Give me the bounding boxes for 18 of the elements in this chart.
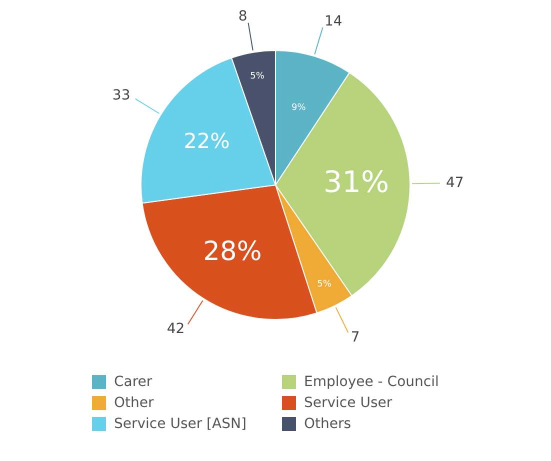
legend-label: Other: [114, 394, 154, 410]
data-label: 33: [112, 87, 130, 104]
text: 9%: [292, 103, 306, 114]
text: 28%: [203, 236, 262, 268]
text: 22%: [184, 129, 230, 154]
data-label: 42: [166, 320, 185, 337]
data-label: 8: [238, 8, 248, 24]
legend-label: Employee - Council: [304, 374, 439, 390]
data-label: 47: [446, 174, 464, 191]
text: 5%: [250, 72, 264, 82]
data-label: 14: [324, 13, 342, 30]
text: 5%: [317, 279, 332, 290]
legend-label: Service User [ASN]: [114, 416, 246, 432]
text: 31%: [323, 164, 390, 199]
legend-label: Service User: [304, 394, 392, 410]
legend-label: Others: [304, 416, 352, 432]
legend-label: Carer: [114, 374, 152, 390]
data-label: 7: [350, 330, 360, 346]
